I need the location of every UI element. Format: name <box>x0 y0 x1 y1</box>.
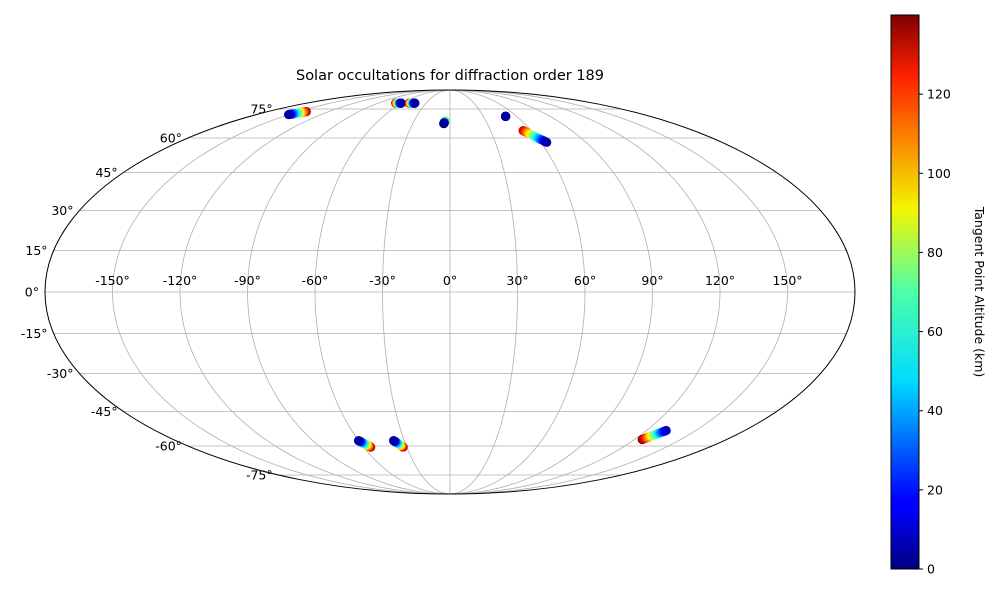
data-point <box>284 109 294 120</box>
longitude-tick-label: 120° <box>705 273 735 288</box>
longitude-tick-label: -60° <box>302 273 329 288</box>
latitude-tick-label: 0° <box>25 285 39 300</box>
longitude-tick-labels: -150° -120° -90° -60° -30° 0° 30° 60° 90° 120° 150… <box>95 273 802 288</box>
colorbar-tick-label: 100 <box>927 166 951 181</box>
longitude-tick-label: -150° <box>95 273 130 288</box>
occultation-track <box>518 126 552 147</box>
data-point <box>410 98 420 108</box>
data-point <box>501 111 511 122</box>
colorbar-tick-label: 0 <box>927 562 935 577</box>
colorbar-ticks: 0 20 40 60 80 100 120 <box>919 87 951 577</box>
occultation-track <box>637 425 671 445</box>
colorbar-gradient <box>890 14 920 570</box>
latitude-tick-label: 75° <box>250 101 272 116</box>
latitude-tick-label: -45° <box>91 404 118 419</box>
occultation-track <box>501 111 511 122</box>
latitude-tick-label: -15° <box>21 326 48 341</box>
colorbar-tick-label: 120 <box>927 87 951 102</box>
occultation-track <box>391 98 406 108</box>
latitude-tick-label: -75° <box>246 468 273 483</box>
colorbar: 0 20 40 60 80 100 120 Tangent Point Altitude (… <box>890 14 987 577</box>
map-boundary <box>44 89 856 495</box>
latitude-tick-label: 15° <box>25 243 47 258</box>
longitude-tick-label: 0° <box>443 273 457 288</box>
colorbar-tick-label: 60 <box>927 324 943 339</box>
colorbar-label: Tangent Point Altitude (km) <box>972 206 987 378</box>
longitude-tick-label: -30° <box>369 273 396 288</box>
longitude-tick-label: 90° <box>641 273 663 288</box>
graticule <box>45 89 855 495</box>
data-point <box>396 98 406 108</box>
longitude-tick-label: 150° <box>772 273 802 288</box>
occultation-track <box>284 106 311 120</box>
occultation-track <box>404 98 420 108</box>
data-point <box>353 435 364 446</box>
data-point <box>542 137 552 147</box>
longitude-tick-label: 30° <box>506 273 528 288</box>
latitude-tick-label: -60° <box>155 439 182 454</box>
data-point <box>439 119 449 129</box>
latitude-tick-label: -30° <box>47 366 74 381</box>
latitude-tick-label: 30° <box>51 203 73 218</box>
latitude-tick-labels: 75° 60° 45° 30° 15° 0° -15° -30° -45° -60° -75° <box>21 101 273 482</box>
data-point <box>389 435 399 446</box>
chart-title: Solar occultations for diffraction order… <box>296 68 604 84</box>
occultation-track <box>353 435 376 452</box>
occultation-track <box>389 435 408 452</box>
occultation-track <box>439 116 450 129</box>
map-plot-area: -150° -120° -90° -60° -30° 0° 30° 60° 90° 120° 150… <box>21 89 856 495</box>
longitude-tick-label: -90° <box>234 273 261 288</box>
latitude-tick-label: 60° <box>160 130 182 145</box>
longitude-tick-label: -120° <box>163 273 198 288</box>
data-point <box>661 425 671 436</box>
colorbar-tick-label: 40 <box>927 403 943 418</box>
latitude-tick-label: 45° <box>95 165 117 180</box>
longitude-tick-label: 60° <box>574 273 596 288</box>
colorbar-tick-label: 20 <box>927 482 943 497</box>
colorbar-tick-label: 80 <box>927 245 943 260</box>
data-points <box>284 98 671 452</box>
